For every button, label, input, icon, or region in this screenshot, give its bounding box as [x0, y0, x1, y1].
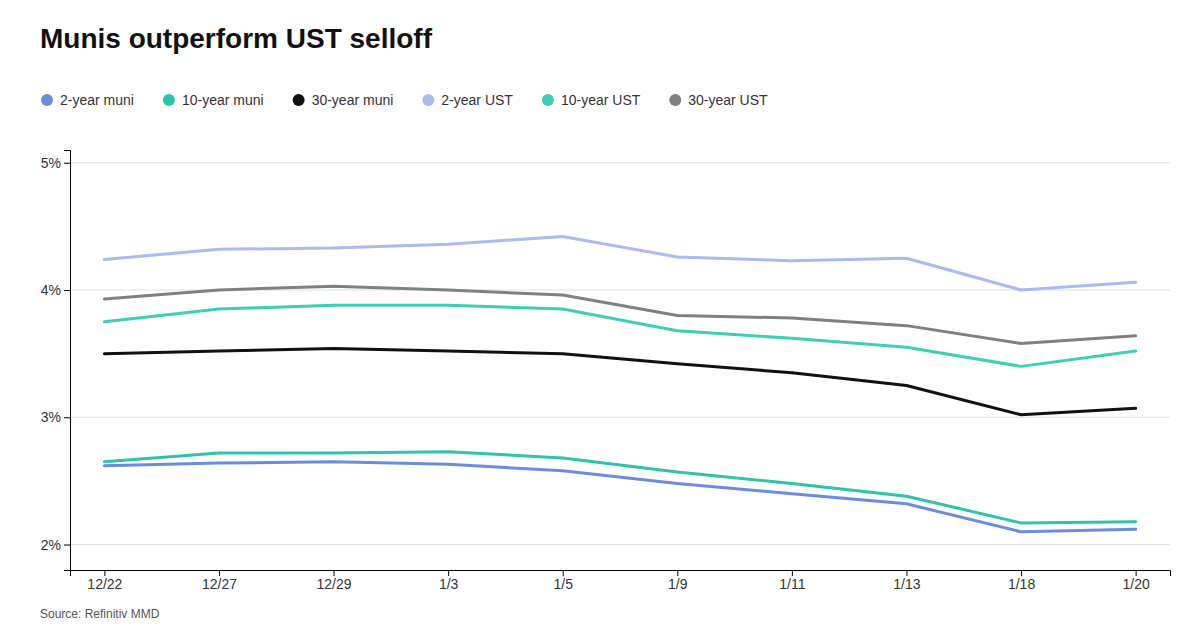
x-tick-label: 1/11	[779, 576, 805, 592]
x-tick-label: 1/9	[668, 576, 688, 592]
grid-line	[70, 544, 1170, 545]
y-tick-label: 5%	[41, 155, 61, 171]
x-tick: 12/29	[317, 570, 352, 592]
y-axis-line	[64, 151, 71, 571]
grid-line	[70, 162, 1170, 163]
legend-swatch	[163, 94, 175, 106]
x-axis: 12/22 12/27 12/29 1/3 1/5 1/9 1/11 1/13 1/18 1/20	[71, 570, 1171, 592]
series-line	[104, 452, 1135, 523]
legend-item: 30-year UST	[669, 92, 768, 108]
legend-label: 10-year muni	[182, 92, 264, 108]
y-axis: 2% 3% 4% 5%	[41, 151, 71, 571]
y-tick: 3%	[41, 409, 70, 425]
lines	[104, 237, 1135, 532]
legend-swatch	[542, 94, 554, 106]
legend-swatch	[669, 94, 681, 106]
legend-label: 30-year muni	[312, 92, 394, 108]
x-tick: 1/11	[779, 570, 805, 592]
x-tick: 1/9	[668, 570, 688, 592]
legend-label: 30-year UST	[688, 92, 768, 108]
x-tick: 12/22	[87, 570, 122, 592]
plot: 2% 3% 4% 5% 12/22 12/27 12/29 1/3 1/5 1/9 1/11 1/13…	[41, 151, 1171, 592]
x-tick: 1/5	[553, 570, 573, 592]
series-line	[104, 462, 1135, 532]
x-tick: 12/27	[202, 570, 237, 592]
y-tick: 4%	[41, 282, 70, 298]
x-tick: 1/20	[1123, 570, 1150, 592]
y-tick-mark	[64, 417, 70, 418]
x-tick: 1/18	[1008, 570, 1035, 592]
annotation: Source: Refinitiv MMD	[40, 607, 160, 621]
grid-line	[70, 417, 1170, 418]
x-tick-label: 12/22	[87, 576, 122, 592]
series-line	[104, 286, 1135, 343]
legend-item: 2-year UST	[422, 92, 513, 108]
y-tick-label: 4%	[41, 282, 61, 298]
legend-item: 10-year muni	[163, 92, 264, 108]
x-tick-label: 1/3	[439, 576, 459, 592]
legend-swatch	[41, 94, 53, 106]
y-tick-mark	[64, 290, 70, 291]
y-tick: 2%	[41, 537, 70, 553]
legend: 2-year muni 10-year muni 30-year muni 2-yea…	[41, 92, 768, 108]
x-tick-label: 1/5	[553, 576, 573, 592]
x-tick-label: 12/29	[317, 576, 352, 592]
legend-label: 2-year UST	[441, 92, 513, 108]
y-tick: 5%	[41, 155, 70, 171]
x-tick-label: 12/27	[202, 576, 237, 592]
legend-item: 30-year muni	[293, 92, 394, 108]
chart: Munis outperform UST selloff 2-year muni 1…	[0, 0, 1200, 630]
legend-swatch	[293, 94, 305, 106]
y-tick-label: 3%	[41, 409, 61, 425]
y-tick-mark	[64, 545, 70, 546]
title: Munis outperform UST selloff	[40, 23, 433, 54]
x-tick-label: 1/13	[893, 576, 920, 592]
x-tick-label: 1/20	[1123, 576, 1150, 592]
legend-label: 2-year muni	[60, 92, 134, 108]
legend-item: 10-year UST	[542, 92, 641, 108]
x-tick: 1/13	[893, 570, 920, 592]
y-tick-mark	[64, 163, 70, 164]
grid	[70, 163, 1170, 545]
x-tick-label: 1/18	[1008, 576, 1035, 592]
legend-label: 10-year UST	[561, 92, 641, 108]
y-tick-label: 2%	[41, 537, 61, 553]
x-tick: 1/3	[439, 570, 459, 592]
series-line	[104, 237, 1135, 290]
legend-item: 2-year muni	[41, 92, 134, 108]
legend-swatch	[422, 94, 434, 106]
